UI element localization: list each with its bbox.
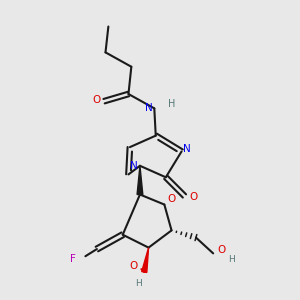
Text: F: F [70, 254, 76, 264]
Text: N: N [184, 144, 191, 154]
Text: H: H [168, 99, 175, 109]
Polygon shape [137, 166, 143, 194]
Text: N: N [145, 103, 153, 113]
Text: O: O [189, 192, 197, 203]
Polygon shape [142, 248, 148, 272]
Text: O: O [129, 261, 137, 271]
Text: H: H [135, 279, 142, 288]
Text: O: O [92, 95, 100, 105]
Text: O: O [167, 194, 176, 204]
Text: O: O [217, 245, 225, 256]
Text: N: N [130, 161, 137, 171]
Text: H: H [229, 255, 235, 264]
